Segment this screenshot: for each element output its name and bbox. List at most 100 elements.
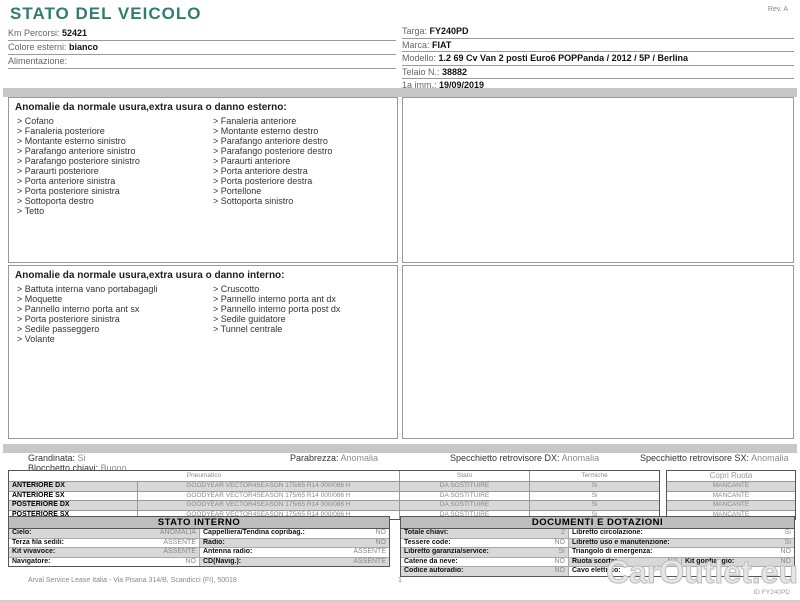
interior-status-table: STATO INTERNO Cielo: ANOMALIA Cappelliera/… [8,516,390,568]
internal-anomalies-title: Anomalie da normale usura,extra usura o … [15,270,285,281]
kv-cell: Libretto uso e manutenzione: Si [568,538,794,548]
kv-label: Triangolo di emergenza: [572,548,653,556]
field-value: FY240PD [429,26,469,36]
tire-header-pneumatico: Pneumatico [186,472,222,479]
anomaly-item: > Parafango anteriore sinistro [17,146,136,156]
kv-cell: Totale chiavi: 2 [401,529,568,538]
kv-value: Si [784,529,791,536]
kv-label: Totale chiavi: [404,529,449,536]
internal-anomalies-list-right: > Cruscotto > Pannello interno porta ant … [213,284,393,344]
tire-table-header: Pneumatico Stato Termiche [9,471,659,481]
anomaly-item: > Sedile passeggero [17,324,100,334]
caroutlet-watermark: CarOutlet.eu [605,554,798,591]
kv-cell: CD(Navig.): ASSENTE [199,557,389,567]
tire-description: GOODYEAR VECTOR4SEASON 175/65 R14 000/08… [137,501,399,510]
anomaly-item: > Pannello interno porta ant sx [17,304,140,314]
documents-equipment-body: Totale chiavi: 2 Libretto circolazione: Si T… [400,529,795,577]
kv-value: ASSENTE [353,557,386,565]
kv-label: CD(Navig.): [203,557,242,565]
anomaly-item: > Tunnel centrale [213,324,283,334]
status-item: Specchietto retrovisore SX: Anomalia [640,453,789,463]
key-lock-value: Buono [100,463,127,473]
kv-label: Codice autoradio: [404,567,464,575]
tire-winter: Si [529,510,659,519]
tire-row: ANTERIORE DX GOODYEAR VECTOR4SEASON 175/6… [9,481,659,491]
anomaly-item: > Cruscotto [213,284,260,294]
vehicle-field-row: Marca: FIAT [402,39,794,53]
anomaly-item: > Paraurti anteriore [213,156,291,166]
status-item: Grandinata: Si [28,453,86,463]
vehicle-field-row: Targa: FY240PD [402,25,794,39]
field-label: 1a imm.: [402,80,440,91]
kv-label: Terza fila sedili: [12,538,64,546]
kv-value: NO [667,557,679,565]
kv-label: Libretto garanzia/service: [404,548,489,556]
field-label: Colore esterni: [8,42,70,52]
anomaly-item: > Montante esterno sinistro [17,136,126,146]
tire-header-stato: Stato [399,471,529,481]
anomaly-item: > Moquette [17,294,63,304]
anomaly-item: > Parafango anteriore destro [213,136,328,146]
documents-equipment-header: DOCUMENTI E DOTAZIONI [400,516,795,529]
anomaly-item: > Cofano [17,116,54,126]
kv-cell: Antenna radio: ASSENTE [199,548,389,557]
kv-row: Terza fila sedili: ASSENTE Radio: NO [9,537,389,548]
anomaly-item: > Parafango posteriore destro [213,146,333,156]
kv-cell: Navigatore: NO [9,558,199,567]
kv-value: SI [558,548,565,556]
kv-row: Libretto garanzia/service: SI Triangolo di… [401,547,794,557]
key-lock-label: Blocchetto chiavi: [28,463,99,473]
status-label: Grandinata: [28,453,78,463]
kv-value: Si [784,538,791,546]
tire-description: GOODYEAR VECTOR4SEASON 175/65 R14 000/08… [137,510,399,519]
kv-cell: Cavo elettrico: [568,567,794,576]
kv-cell: Radio: NO [199,538,389,548]
tire-description: GOODYEAR VECTOR4SEASON 175/65 R14 000/08… [137,482,399,491]
status-value: Anomalia [561,453,600,463]
anomaly-item: > Sottoporta sinistro [213,196,294,206]
vehicle-field-row: Modello: 1.2 69 Cv Van 2 posti Euro6 POP… [402,52,794,66]
kv-label: Catene da neve: [404,557,458,565]
anomaly-item: > Fanaleria posteriore [17,126,105,136]
kv-cell: Cielo: ANOMALIA [9,529,199,538]
status-value: Anomalia [340,453,379,463]
anomaly-item: > Tetto [17,206,45,216]
tire-table-rows: ANTERIORE DX GOODYEAR VECTOR4SEASON 175/6… [9,481,659,519]
documents-equipment-table: DOCUMENTI E DOTAZIONI Totale chiavi: 2 Lib… [400,516,795,577]
status-label: Specchietto retrovisore DX: [450,453,562,463]
interior-status-header: STATO INTERNO [8,516,390,529]
status-label: Parabrezza: [290,453,341,463]
kv-value: ASSENTE [163,538,196,546]
status-item: Specchietto retrovisore DX: Anomalia [450,453,599,463]
kv-value: NO [554,567,566,575]
internal-anomalies-notes-panel [402,265,794,439]
kv-value: ASSENTE [163,548,196,556]
field-value: 19/09/2019 [439,80,485,91]
anomaly-item: > Porta posteriore destra [213,176,313,186]
status-label: Specchietto retrovisore SX: [640,453,752,463]
wheel-cover-value: MANCANTE [667,481,795,491]
kv-row: Tessere code: NO Libretto uso e manutenzio… [401,537,794,548]
kv-label: Libretto uso e manutenzione: [572,538,670,546]
kv-label: Cavo elettrico: [572,567,621,575]
field-label: Modello: [402,53,439,64]
kv-cell: Triangolo di emergenza: NO [568,548,794,557]
wheel-cover-header: Copri Ruota [709,471,753,480]
anomaly-item: > Paraurti posteriore [17,166,99,176]
footer-company-address: Arval Service Lease Italia - Via Pisana … [28,577,237,584]
tire-position: POSTERIORE DX [12,501,70,508]
wheel-cover-rows: MANCANTE MANCANTE MANCANTE MANCANTE [667,481,795,519]
kv-value: 2 [561,529,565,536]
kv-cell: Catene da neve: NO [401,558,568,567]
vehicle-field-row: Telaio N.: 38882 [402,66,794,80]
external-anomalies-notes-panel [402,97,794,263]
anomaly-item: > Pannello interno porta ant dx [213,294,336,304]
vehicle-field-row: Alimentazione: [8,55,396,69]
kv-cell: Kit vivavoce: ASSENTE [9,548,199,557]
revision-label: Rev. A [767,6,788,13]
kv-label: Ruota scorta: [572,557,618,565]
kv-value: NO [554,557,566,565]
tire-position: ANTERIORE SX [12,491,65,499]
vehicle-field-row: Colore esterni: bianco [8,41,396,55]
tire-winter: Si [529,501,659,510]
